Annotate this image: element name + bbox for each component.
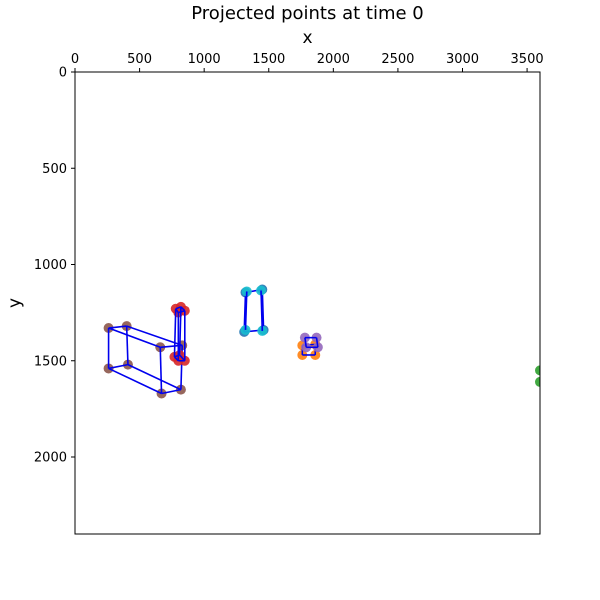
box-edge	[315, 337, 319, 348]
box-edge	[175, 306, 182, 310]
box-group	[299, 332, 323, 353]
x-tick-label: 2500	[381, 52, 414, 67]
x-axis-label: x	[302, 28, 312, 48]
x-tick-label: 3000	[446, 52, 479, 67]
box-edge	[126, 325, 183, 347]
box-edge	[173, 308, 177, 357]
x-tick-label: 1000	[188, 52, 221, 67]
plot-frame	[74, 71, 541, 535]
data-point	[535, 365, 540, 376]
x-tick-label: 3500	[511, 52, 544, 67]
box-edge	[260, 290, 264, 331]
box-group	[103, 321, 188, 399]
x-tick-label: 0	[71, 52, 79, 67]
box-edge	[127, 363, 182, 391]
x-tick-label: 2000	[317, 52, 350, 67]
plot-area	[103, 284, 540, 399]
x-axis-ticks: 0 500 1000 1500 2000 2500 3000 3500	[71, 52, 544, 72]
box-edge	[161, 388, 182, 395]
y-axis-label: y	[5, 298, 25, 308]
box-edge	[108, 325, 127, 329]
box-edge	[125, 326, 129, 365]
x-tick-label: 1500	[252, 52, 285, 67]
box-edge	[108, 327, 161, 349]
x-tick-label: 500	[127, 52, 152, 67]
data-point	[535, 376, 540, 387]
box-group	[169, 301, 190, 366]
y-tick-label: 1000	[34, 258, 67, 273]
box-edge	[179, 354, 186, 362]
y-tick-label: 500	[42, 162, 67, 177]
box-edge	[108, 367, 162, 395]
box-edge	[159, 347, 163, 394]
y-tick-label: 2000	[34, 451, 67, 466]
chart-title: Projected points at time 0	[191, 3, 423, 24]
y-axis-ticks: 0 500 1000 1500 2000	[34, 66, 75, 466]
y-tick-label: 0	[59, 66, 67, 81]
box-group	[240, 285, 268, 336]
box-edge	[261, 289, 265, 330]
box-edge	[304, 337, 308, 348]
box-edge	[244, 291, 248, 330]
box-edge	[108, 363, 129, 370]
box-group	[535, 365, 540, 387]
box-edge	[178, 306, 182, 355]
y-tick-label: 1500	[34, 354, 67, 369]
